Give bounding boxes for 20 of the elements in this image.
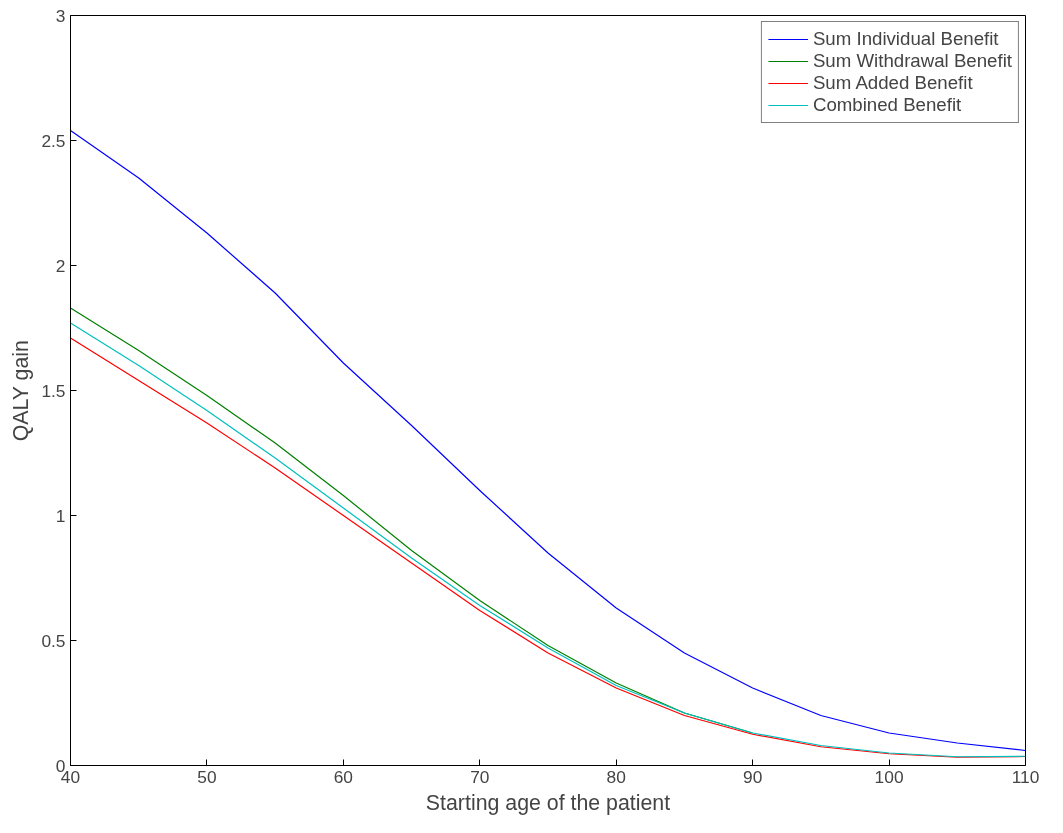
y-tick-label: 2 xyxy=(55,255,66,276)
y-tick-label: 0.5 xyxy=(41,630,66,651)
x-tick-label: 90 xyxy=(743,766,763,787)
y-axis-title: QALY gain xyxy=(9,340,34,442)
y-tick-label: 2.5 xyxy=(41,130,66,151)
y-tick-label: 1 xyxy=(55,505,66,526)
y-tick-label: 3 xyxy=(55,5,66,26)
y-tick-label: 1.5 xyxy=(41,380,66,401)
x-tick-label: 110 xyxy=(1011,766,1040,787)
legend-label: Sum Added Benefit xyxy=(812,72,973,94)
x-tick-label: 100 xyxy=(874,766,904,787)
legend-label: Sum Individual Benefit xyxy=(812,28,999,50)
legend-label: Combined Benefit xyxy=(812,94,962,116)
x-axis-title: Starting age of the patient xyxy=(425,790,671,815)
line-series xyxy=(70,129,1026,752)
x-tick-label: 50 xyxy=(197,766,217,787)
x-tick-label: 70 xyxy=(470,766,490,787)
x-tick-label: 80 xyxy=(606,766,626,787)
legend-label: Sum Withdrawal Benefit xyxy=(812,50,1012,72)
x-tick-label: 60 xyxy=(333,766,353,787)
